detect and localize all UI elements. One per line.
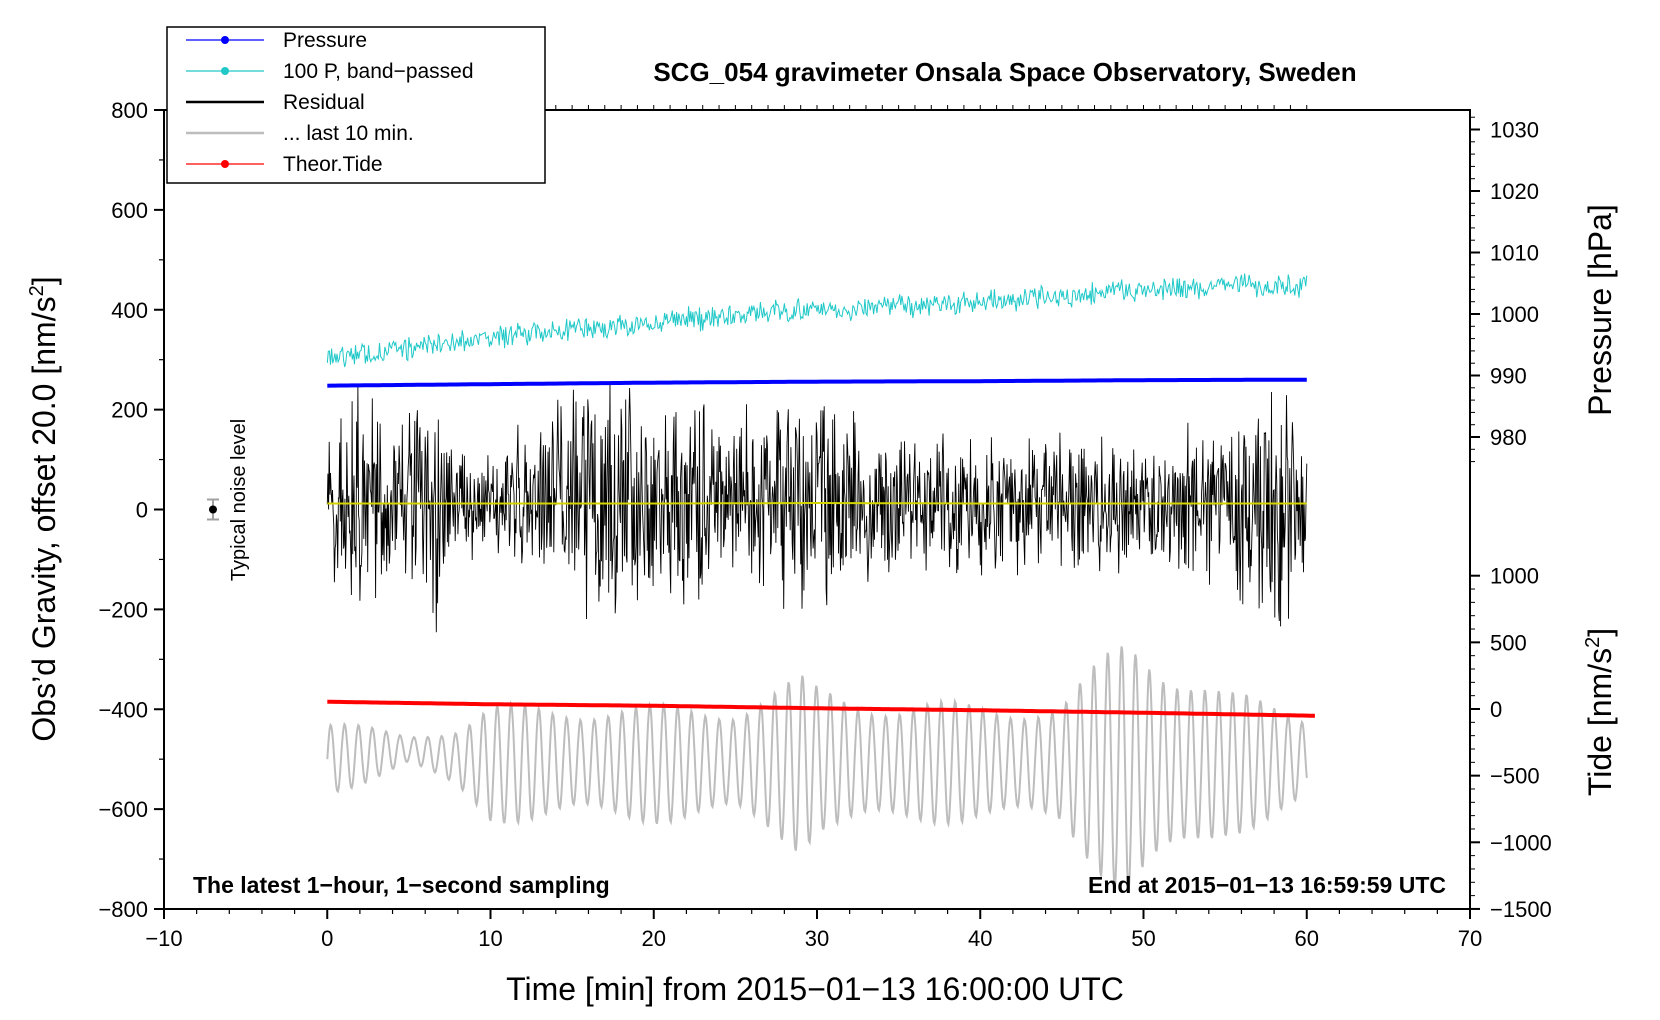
legend-marker [221, 67, 229, 75]
y-axis-label-left: Obs’d Gravity, offset 20.0 [nm/s2] [26, 276, 62, 741]
pressure-tick-label: 1000 [1490, 302, 1539, 327]
pressure-tick-label: 1020 [1490, 179, 1539, 204]
last-10-min-line [326, 646, 1308, 891]
x-tick-label: 0 [321, 926, 333, 951]
x-tick-label: 60 [1295, 926, 1319, 951]
sampling-note: The latest 1−hour, 1−second sampling [193, 872, 610, 898]
noise-level-marker [206, 498, 219, 521]
x-tick-label: 30 [805, 926, 829, 951]
series-line [327, 502, 1307, 505]
series-layer [326, 273, 1315, 891]
y-tick-label: 200 [111, 398, 148, 423]
y-tick-label: 600 [111, 198, 148, 223]
y-tick-label: 0 [136, 498, 148, 523]
pressure-tick-label: 990 [1490, 364, 1527, 389]
legend-label: ... last 10 min. [283, 122, 414, 145]
pressure-tick-label: 1030 [1490, 118, 1539, 143]
legend-marker [221, 160, 229, 168]
y-tick-label: 800 [111, 98, 148, 123]
tide-tick-labels: 1000 500 0 −500 −1000 −1500 [1490, 564, 1552, 922]
tide-tick-label: 500 [1490, 630, 1527, 655]
x-tick-label: 40 [968, 926, 992, 951]
chart-title: SCG_054 gravimeter Onsala Space Observat… [653, 57, 1356, 87]
noise-label: Typical noise level [228, 419, 250, 581]
y-axis-label-pressure: Pressure [hPa] [1582, 204, 1618, 416]
pressure-tick-label: 1010 [1490, 241, 1539, 266]
x-tick-label: 20 [642, 926, 666, 951]
x-tick-labels: −10 0 10 20 30 40 50 60 70 [145, 926, 1482, 951]
legend-label: Theor.Tide [283, 153, 383, 176]
x-tick-label: 10 [478, 926, 502, 951]
y-axis-label-tide: Tide [nm/s2] [1582, 628, 1618, 796]
legend-marker [221, 36, 229, 44]
tide-tick-label: −1000 [1490, 830, 1552, 855]
legend-label: Pressure [283, 29, 367, 52]
y-tick-label: −800 [98, 897, 148, 922]
residual-line [326, 381, 1308, 633]
x-axis-label: Time [min] from 2015−01−13 16:00:00 UTC [506, 971, 1124, 1007]
y-tick-labels: 800 600 400 200 0 −200 −400 −600 −800 [98, 98, 148, 922]
legend-label: 100 P, band−passed [283, 60, 474, 83]
series-line [326, 273, 1308, 368]
tide-tick-label: −500 [1490, 764, 1540, 789]
noise-point [208, 505, 217, 514]
series-line [327, 377, 1307, 388]
legend: Pressure 100 P, band−passed Residual ... la… [166, 26, 546, 184]
x-tick-label: 50 [1131, 926, 1155, 951]
y-tick-label: −600 [98, 797, 148, 822]
pressure-tick-label: 980 [1490, 425, 1527, 450]
tide-tick-label: 0 [1490, 697, 1502, 722]
legend-label: Residual [283, 91, 365, 114]
tide-tick-label: −1500 [1490, 897, 1552, 922]
pressure-tick-labels: 1030 1020 1010 1000 990 980 [1490, 118, 1539, 451]
x-tick-label: −10 [145, 926, 182, 951]
x-tick-label: 70 [1458, 926, 1482, 951]
tide-tick-label: 1000 [1490, 564, 1539, 589]
end-time-note: End at 2015−01−13 16:59:59 UTC [1088, 872, 1446, 898]
y-tick-label: 400 [111, 298, 148, 323]
series-line [327, 699, 1315, 718]
y-tick-label: −200 [98, 597, 148, 622]
axis-ticks [154, 105, 1480, 919]
y-tick-label: −400 [98, 697, 148, 722]
